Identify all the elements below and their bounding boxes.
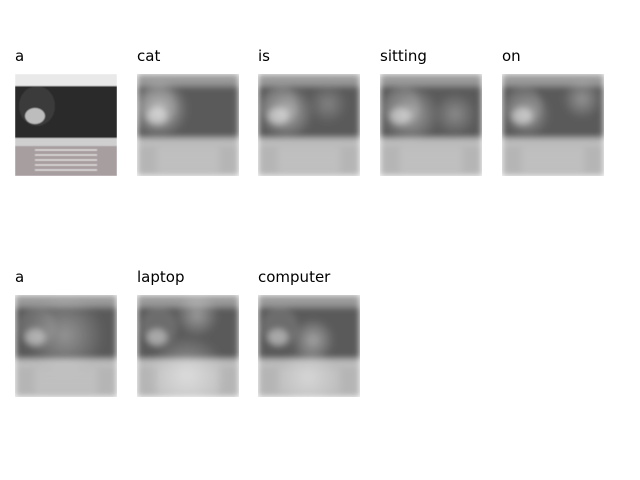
attention-map-image xyxy=(258,74,360,176)
caption-word: laptop xyxy=(137,268,185,286)
caption-word: cat xyxy=(137,47,161,65)
attention-map-image xyxy=(258,295,360,397)
attention-map-image xyxy=(137,295,239,397)
caption-word: on xyxy=(502,47,521,65)
attention-map-image xyxy=(137,74,239,176)
original-photo-cat-on-laptop xyxy=(15,74,117,176)
attention-map-image xyxy=(15,295,117,397)
caption-word: computer xyxy=(258,268,331,286)
caption-word: sitting xyxy=(380,47,427,65)
caption-word: a xyxy=(15,47,25,65)
caption-word: a xyxy=(15,268,25,286)
attention-map-image xyxy=(502,74,604,176)
caption-word: is xyxy=(258,47,270,65)
attention-map-image xyxy=(380,74,482,176)
